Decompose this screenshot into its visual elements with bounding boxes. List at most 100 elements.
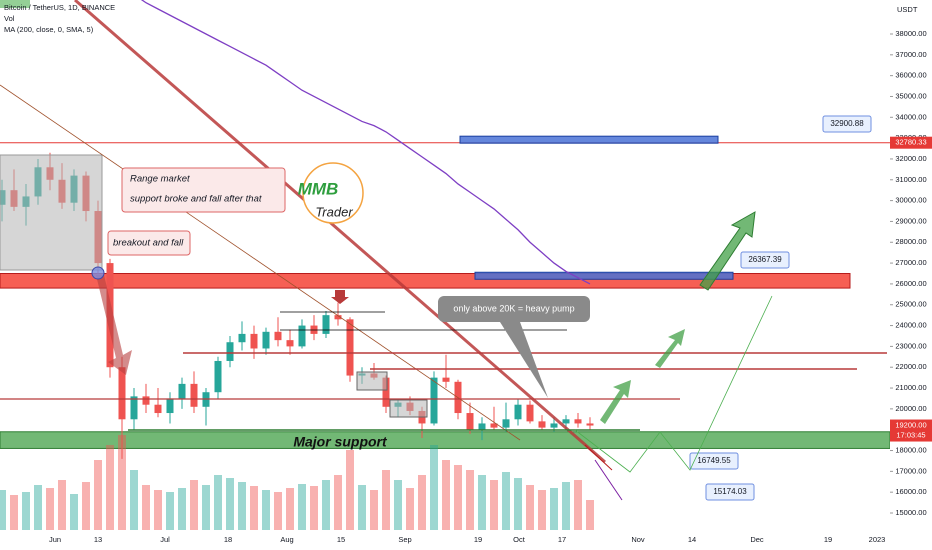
volume-bar [82,482,90,530]
y-tick-label: 29000.00 [895,216,926,225]
volume-bar [178,488,186,530]
range-box [356,371,388,391]
y-tick-label: 23000.00 [895,341,926,350]
volume-bar [418,475,426,530]
candle-body [214,360,222,393]
plot [0,0,891,530]
candle-body [118,367,126,420]
y-tick-label: 17000.00 [895,466,926,475]
candle-body [250,333,258,349]
price-label: 26367.39 [748,255,782,264]
y-tick-label: 35000.00 [895,91,926,100]
y-tick-label: 34000.00 [895,112,926,121]
volume-bar [454,465,462,530]
candle-body [298,325,306,347]
y-tick-label: 36000.00 [895,71,926,80]
candle-body [286,340,294,347]
y-tick-label: 16000.00 [895,487,926,496]
candle-body [442,377,450,382]
price-tag-label: 19200.00 [895,421,926,430]
volume-bar [382,470,390,530]
candle-body [142,396,150,405]
volume-bar [346,450,354,530]
symbol: Bitcoin / TetherUS, 1D, BINANCE [4,3,115,12]
note: breakout and fall [113,238,184,249]
projection [594,459,623,501]
x-tick-label: Sep [398,535,411,544]
range-box [0,154,103,271]
volume-bar [214,475,222,530]
y-tick-label: 24000.00 [895,321,926,330]
candle-body [382,377,390,407]
arrow [600,380,631,424]
volume-bar [370,490,378,530]
volume-bar [34,485,42,530]
y-tick-label: 21000.00 [895,383,926,392]
arrow [655,329,685,368]
note: only above 20K = heavy pump [453,303,574,313]
volume-bar [262,490,270,530]
volume-bar [406,488,414,530]
volume-bar [250,486,258,530]
arrow [96,275,132,375]
logo [302,162,364,224]
note: support broke and fall after that [130,194,262,205]
candle-body [430,377,438,424]
y-tick-label: 30000.00 [895,196,926,205]
support-zone [0,431,891,449]
volume-bar [538,490,546,530]
volume-bar [94,460,102,530]
y-tick-label: 18000.00 [895,446,926,455]
candle-body [238,333,246,343]
x-tick-label: 2023 [869,535,886,544]
x-tick-label: Jun [49,535,61,544]
volume-bar [46,488,54,530]
note-box [121,167,286,213]
volume-bar [562,482,570,530]
target-box [459,135,719,144]
x-tick-label: 19 [474,535,482,544]
volume-bar [442,460,450,530]
ma-line [140,0,591,285]
candle-body [586,423,594,426]
volume-bar [274,492,282,530]
price-label-box [689,452,739,470]
candle-body [466,413,474,430]
volume-bar [466,470,474,530]
x-tick-label: 19 [824,535,832,544]
volume-bar [166,492,174,530]
x-tick-label: Nov [631,535,645,544]
legend: Vol [4,14,15,23]
y-tick-label: 22000.00 [895,362,926,371]
price-label-box [705,483,755,501]
volume-bar [490,480,498,530]
candle-body [478,423,486,430]
volume-bar [322,480,330,530]
price-axis [890,0,932,550]
volume-bar [586,500,594,530]
notes: Range market support broke and fall afte… [4,3,918,450]
volume-bar [394,480,402,530]
currency: USDT [897,5,918,14]
volume-bar [10,495,18,530]
candle-body [226,342,234,361]
y-tick-label: 27000.00 [895,258,926,267]
volume-bar [526,485,534,530]
candle-body [514,404,522,420]
y-tick-label: 28000.00 [895,237,926,246]
volume-bar [514,478,522,530]
x-tick-label: 15 [337,535,345,544]
volume-bar [0,490,6,530]
projection [584,444,613,471]
target-box [474,271,734,280]
y-tick-label: 38000.00 [895,29,926,38]
y-tick-label: 31000.00 [895,175,926,184]
projection [574,295,773,473]
candle-body [538,421,546,428]
x-tick-label: Dec [750,535,764,544]
volume-bar [430,445,438,530]
volume-bar [226,478,234,530]
candle-body [190,383,198,407]
volume-bar [118,435,126,530]
drawings [0,0,887,501]
